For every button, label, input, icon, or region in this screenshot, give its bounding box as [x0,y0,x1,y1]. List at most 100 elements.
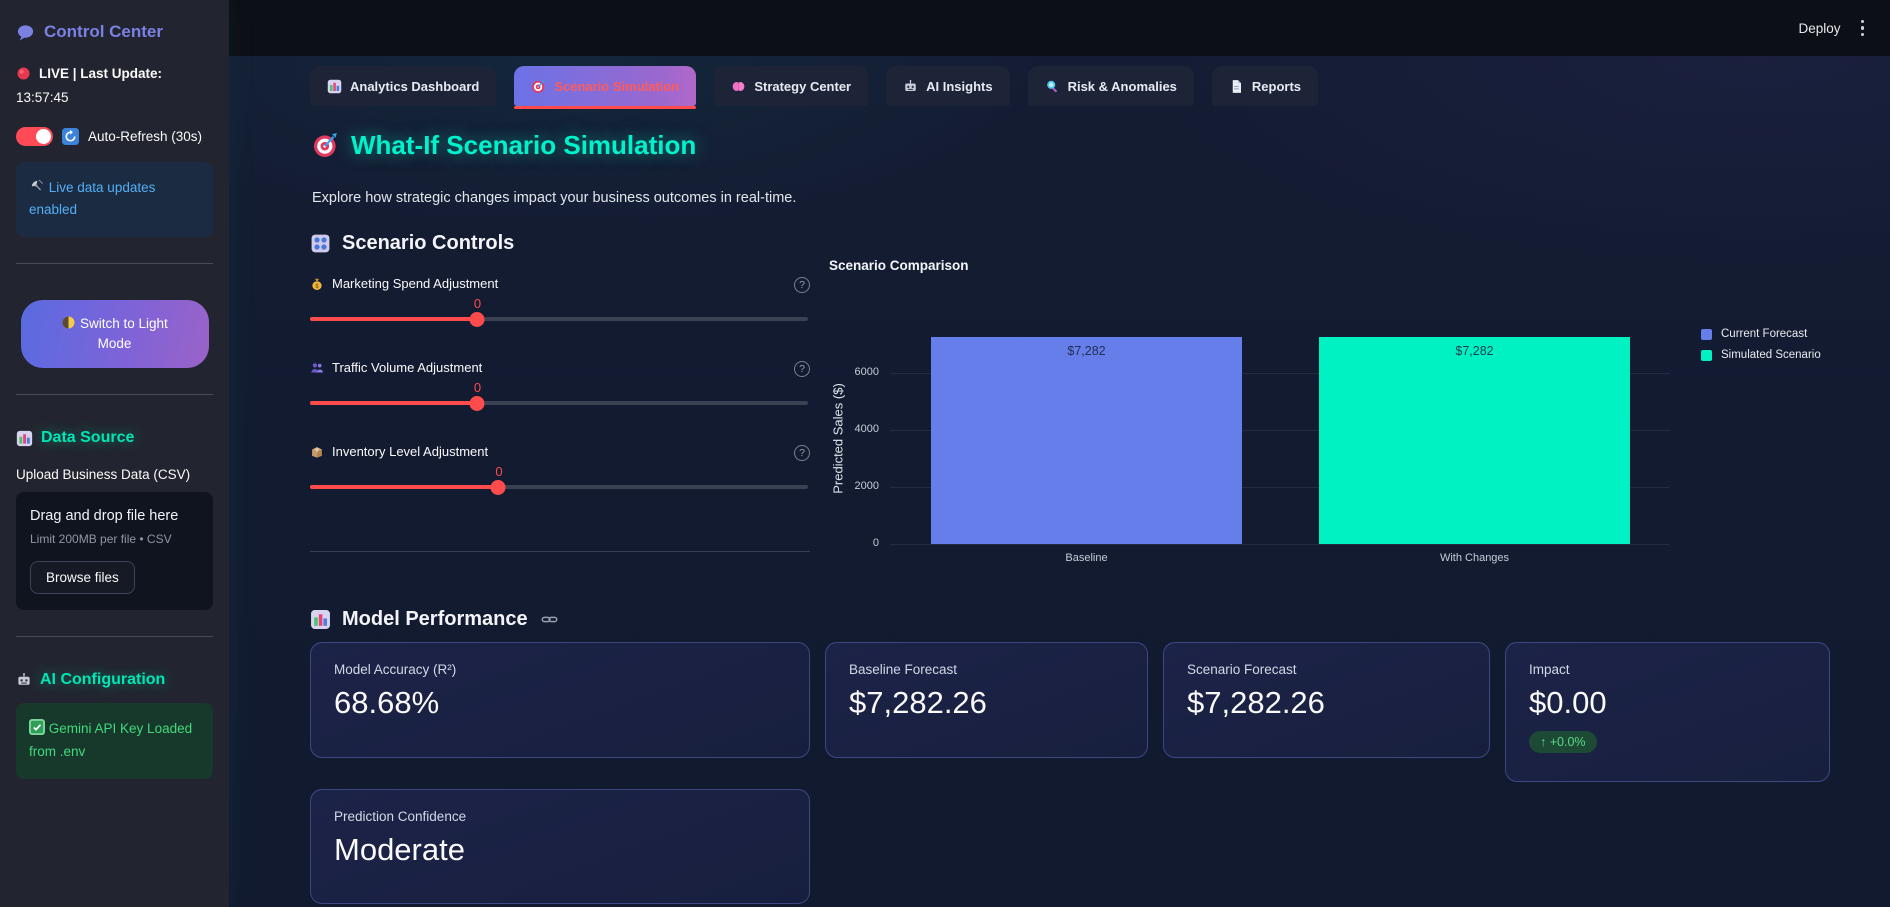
bar-chart-icon [327,79,342,94]
legend-swatch [1701,349,1712,361]
ai-config-title: AI Configuration [40,671,166,689]
auto-refresh-label: Auto-Refresh (30s) [88,129,203,144]
slider-track[interactable] [310,311,808,327]
slider-fill [310,485,499,489]
slider-fill [310,317,477,321]
sidebar-title-row: Control Center [16,22,213,42]
metric-card-model-accuracy: Model Accuracy (R²) 68.68% [310,642,810,758]
scenario-comparison-chart: Scenario Comparison Predicted Sales ($) … [829,256,1890,586]
upload-label: Upload Business Data (CSV) [16,467,191,483]
bar-value-label: $7,282 [1455,343,1494,358]
slider-thumb[interactable] [490,479,506,495]
sidebar: Control Center LIVE | Last Update: 13:57… [0,0,229,907]
model-performance-title: Model Performance [342,608,528,630]
metric-label: Scenario Forecast [1187,662,1297,677]
tab-scenario-simulation[interactable]: Scenario Simulation [514,66,697,109]
bar-chart-icon [16,430,33,447]
light-mode-label: Switch to Light Mode [79,315,168,351]
bar-value-label: $7,282 [1067,343,1106,358]
slider-label: Traffic Volume Adjustment [332,360,483,375]
y-tick-label: 0 [872,537,879,549]
metric-label: Prediction Confidence [334,809,467,824]
metric-value: $7,282.26 [1187,685,1325,720]
tab-label: Analytics Dashboard [350,78,480,94]
slider-track[interactable] [310,479,808,495]
auto-refresh-toggle[interactable] [16,127,53,146]
tab-label: Scenario Simulation [554,78,680,94]
help-icon[interactable]: ? [794,277,810,293]
bar-chart-icon [310,609,331,630]
browse-files-button[interactable]: Browse files [30,561,135,595]
slider-value: 0 [473,296,482,311]
sidebar-divider [16,636,213,638]
x-tick-label: With Changes [1439,552,1510,564]
slider-thumb[interactable] [469,395,485,411]
satellite-icon [29,178,45,194]
toggle-knob [36,129,51,144]
help-icon[interactable]: ? [794,445,810,461]
check-icon [29,719,45,736]
metric-value: $7,282.26 [849,685,987,720]
robot-icon [16,672,32,688]
y-tick-label: 2000 [854,480,879,493]
tab-strategy-center[interactable]: Strategy Center [714,66,869,106]
target-icon [312,132,339,159]
refresh-icon [62,128,79,145]
tab-label: Strategy Center [754,78,852,94]
model-performance-heading: Model Performance [310,608,558,631]
chart-legend: Current Forecast Simulated Scenario [1701,328,1821,361]
data-source-title: Data Source [41,429,135,447]
brain-icon [731,79,746,94]
file-dropzone[interactable]: Drag and drop file here Limit 200MB per … [16,492,213,611]
gridline [890,486,1670,488]
half-moon-icon [61,315,76,330]
slider-track[interactable] [310,395,808,411]
sidebar-divider [16,394,213,396]
bar-with-changes: $7,282 [1319,336,1630,544]
dropzone-title: Drag and drop file here [30,508,179,525]
slider-label: Inventory Level Adjustment [332,444,489,459]
slider-marketing-spend: $ Marketing Spend Adjustment 0 ? [310,276,810,340]
deploy-button[interactable]: Deploy [1798,20,1841,36]
chart-title: Scenario Comparison [829,258,969,273]
gridline [890,372,1670,374]
legend-label: Simulated Scenario [1721,349,1821,361]
chart-plot-area: $7,282 $7,282 [890,332,1670,545]
tab-analytics-dashboard[interactable]: Analytics Dashboard [310,66,497,106]
kebab-menu-icon[interactable] [1857,16,1869,41]
live-updates-info-box: Live data updates enabled [16,162,213,237]
link-icon[interactable] [541,611,558,628]
legend-item-simulated-scenario[interactable]: Simulated Scenario [1701,349,1821,361]
magnifier-icon [1045,79,1060,94]
live-updates-text: Live data updates enabled [29,180,156,218]
ai-config-heading: AI Configuration [16,671,213,689]
metric-card-scenario-forecast: Scenario Forecast $7,282.26 [1163,642,1490,758]
sidebar-divider [16,262,213,264]
scenario-controls-heading: Scenario Controls [310,232,514,255]
legend-item-current-forecast[interactable]: Current Forecast [1701,328,1821,340]
slider-thumb[interactable] [469,311,485,327]
tab-reports[interactable]: Reports [1211,66,1319,106]
metric-label: Baseline Forecast [849,662,958,677]
svg-text:$: $ [315,282,319,289]
light-mode-button[interactable]: Switch to Light Mode [20,299,209,369]
slider-inventory-level: Inventory Level Adjustment 0 ? [310,444,810,508]
main-content: Analytics Dashboard Scenario Simulation … [229,56,1890,907]
legend-label: Current Forecast [1721,328,1808,340]
metric-label: Model Accuracy (R²) [334,662,457,677]
metric-card-impact: Impact $0.00 ↑ +0.0% [1505,642,1830,782]
tab-bar: Analytics Dashboard Scenario Simulation … [310,66,1319,109]
red-dot-icon [16,66,31,81]
topbar: Deploy [229,0,1890,56]
slider-label-row: Traffic Volume Adjustment [310,360,810,375]
people-icon [310,361,324,375]
document-icon [1229,79,1244,94]
help-icon[interactable]: ? [794,361,810,377]
tab-ai-insights[interactable]: AI Insights [886,66,1010,106]
bar-baseline: $7,282 [931,336,1242,544]
tab-risk-anomalies[interactable]: Risk & Anomalies [1027,66,1194,106]
y-tick-label: 6000 [854,366,879,379]
scenario-controls-title: Scenario Controls [342,232,515,254]
control-knobs-icon [310,233,331,254]
